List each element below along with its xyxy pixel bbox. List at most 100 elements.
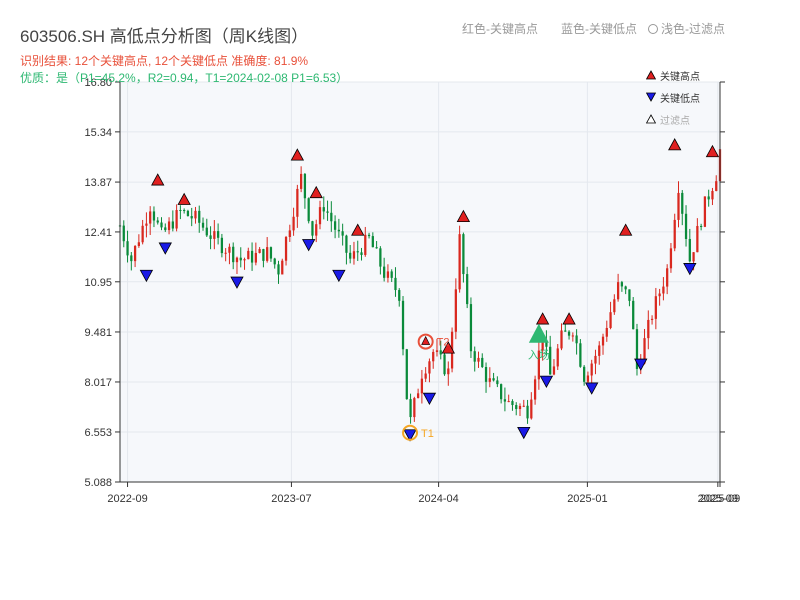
legend-label: 过滤点 <box>660 115 690 127</box>
candle-body <box>477 357 480 362</box>
y-tick-label: 8.017 <box>84 377 112 389</box>
candle-body <box>250 250 254 263</box>
candle-body <box>198 210 201 223</box>
candle-body <box>420 378 424 394</box>
candle-body <box>715 181 718 191</box>
candle-body <box>650 318 654 320</box>
candle-body <box>511 401 514 406</box>
key-high-marker <box>668 138 682 151</box>
candle-body <box>141 225 144 243</box>
candle-body <box>526 405 529 419</box>
candle-body <box>666 268 669 287</box>
candle-body <box>152 211 156 221</box>
y-tick-label: 6.553 <box>84 427 112 439</box>
candle-body <box>394 277 397 291</box>
candle-body <box>258 249 261 253</box>
key-low-marker <box>403 429 417 442</box>
x-tick-label: 2022-09 <box>107 493 147 505</box>
candle-body <box>307 198 310 222</box>
candle-body <box>179 210 182 212</box>
key-low-marker <box>683 263 697 276</box>
x-tick-label: 2023-07 <box>271 493 311 505</box>
candle-body <box>266 247 269 261</box>
candle-body <box>386 271 390 278</box>
candle-body <box>413 398 416 418</box>
candle-body <box>458 234 461 290</box>
candle-body <box>583 366 586 382</box>
candle-body <box>439 350 442 355</box>
candle-body <box>507 401 510 403</box>
candle-body <box>500 384 503 400</box>
key-high-marker <box>351 223 365 236</box>
candle-body <box>133 245 137 262</box>
candle-body <box>235 257 239 263</box>
candle-body <box>673 219 676 249</box>
candle-body <box>360 252 363 255</box>
candle-body <box>567 331 571 336</box>
candle-body <box>367 234 371 237</box>
candles <box>118 140 722 424</box>
candle-body <box>435 350 439 352</box>
candle-body <box>658 293 661 297</box>
candle-body <box>703 196 707 227</box>
candle-body <box>137 242 140 246</box>
candle-body <box>632 300 635 330</box>
candle-body <box>466 274 469 305</box>
candle-body <box>303 173 307 199</box>
candle-body <box>405 349 408 400</box>
candle-body <box>232 246 235 263</box>
candle-body <box>167 221 171 231</box>
candle-body <box>681 192 684 214</box>
candle-body <box>194 210 197 219</box>
candle-body <box>571 335 574 337</box>
candle-body <box>220 237 224 254</box>
y-tick-label: 12.41 <box>84 227 112 239</box>
candle-body <box>605 327 608 337</box>
candle-body <box>186 210 190 217</box>
candle-body <box>488 378 491 382</box>
candle-body <box>383 266 386 278</box>
candle-body <box>375 247 378 249</box>
key-low-marker <box>332 269 346 283</box>
candle-body <box>556 348 559 367</box>
candle-body <box>522 405 525 407</box>
candle-body <box>160 222 163 228</box>
candle-body <box>643 338 646 364</box>
header-legend-red: 红色-关键高点 <box>462 22 538 36</box>
candle-body <box>545 340 548 347</box>
candle-body <box>349 252 352 259</box>
candle-body <box>469 304 473 352</box>
candle-body <box>654 296 657 319</box>
candle-body <box>326 211 329 213</box>
candle-body <box>277 264 280 275</box>
candle-body <box>579 343 582 367</box>
candle-body <box>311 221 314 236</box>
candle-body <box>273 258 276 265</box>
t2-ring <box>417 333 434 350</box>
candle-body <box>515 405 518 410</box>
candle-body <box>454 289 457 332</box>
candle-body <box>700 225 703 227</box>
key-low-marker <box>139 269 154 283</box>
candle-body <box>288 230 291 237</box>
candle-body <box>213 231 216 239</box>
x-tick-label: 2024-04 <box>418 493 458 505</box>
y-tick-label: 10.95 <box>84 277 112 289</box>
key-low-marker <box>422 392 437 406</box>
t2-label: T2 <box>437 337 450 349</box>
candle-body <box>345 235 348 253</box>
candle-body <box>692 252 695 262</box>
key-low-marker <box>302 239 316 252</box>
header-legend-blue: 蓝色-关键低点 <box>561 22 637 36</box>
candle-body <box>364 234 367 255</box>
candle-body <box>284 236 288 261</box>
candle-body <box>696 225 699 253</box>
candle-body <box>281 260 284 275</box>
candle-body <box>330 212 333 222</box>
candle-body <box>409 399 412 418</box>
x-tick-label: 2025-09 <box>698 493 738 505</box>
candle-body <box>590 363 593 376</box>
entry-label: 入场 <box>528 348 550 362</box>
candle-body <box>371 236 374 248</box>
legend-label: 关键高点 <box>660 71 700 83</box>
